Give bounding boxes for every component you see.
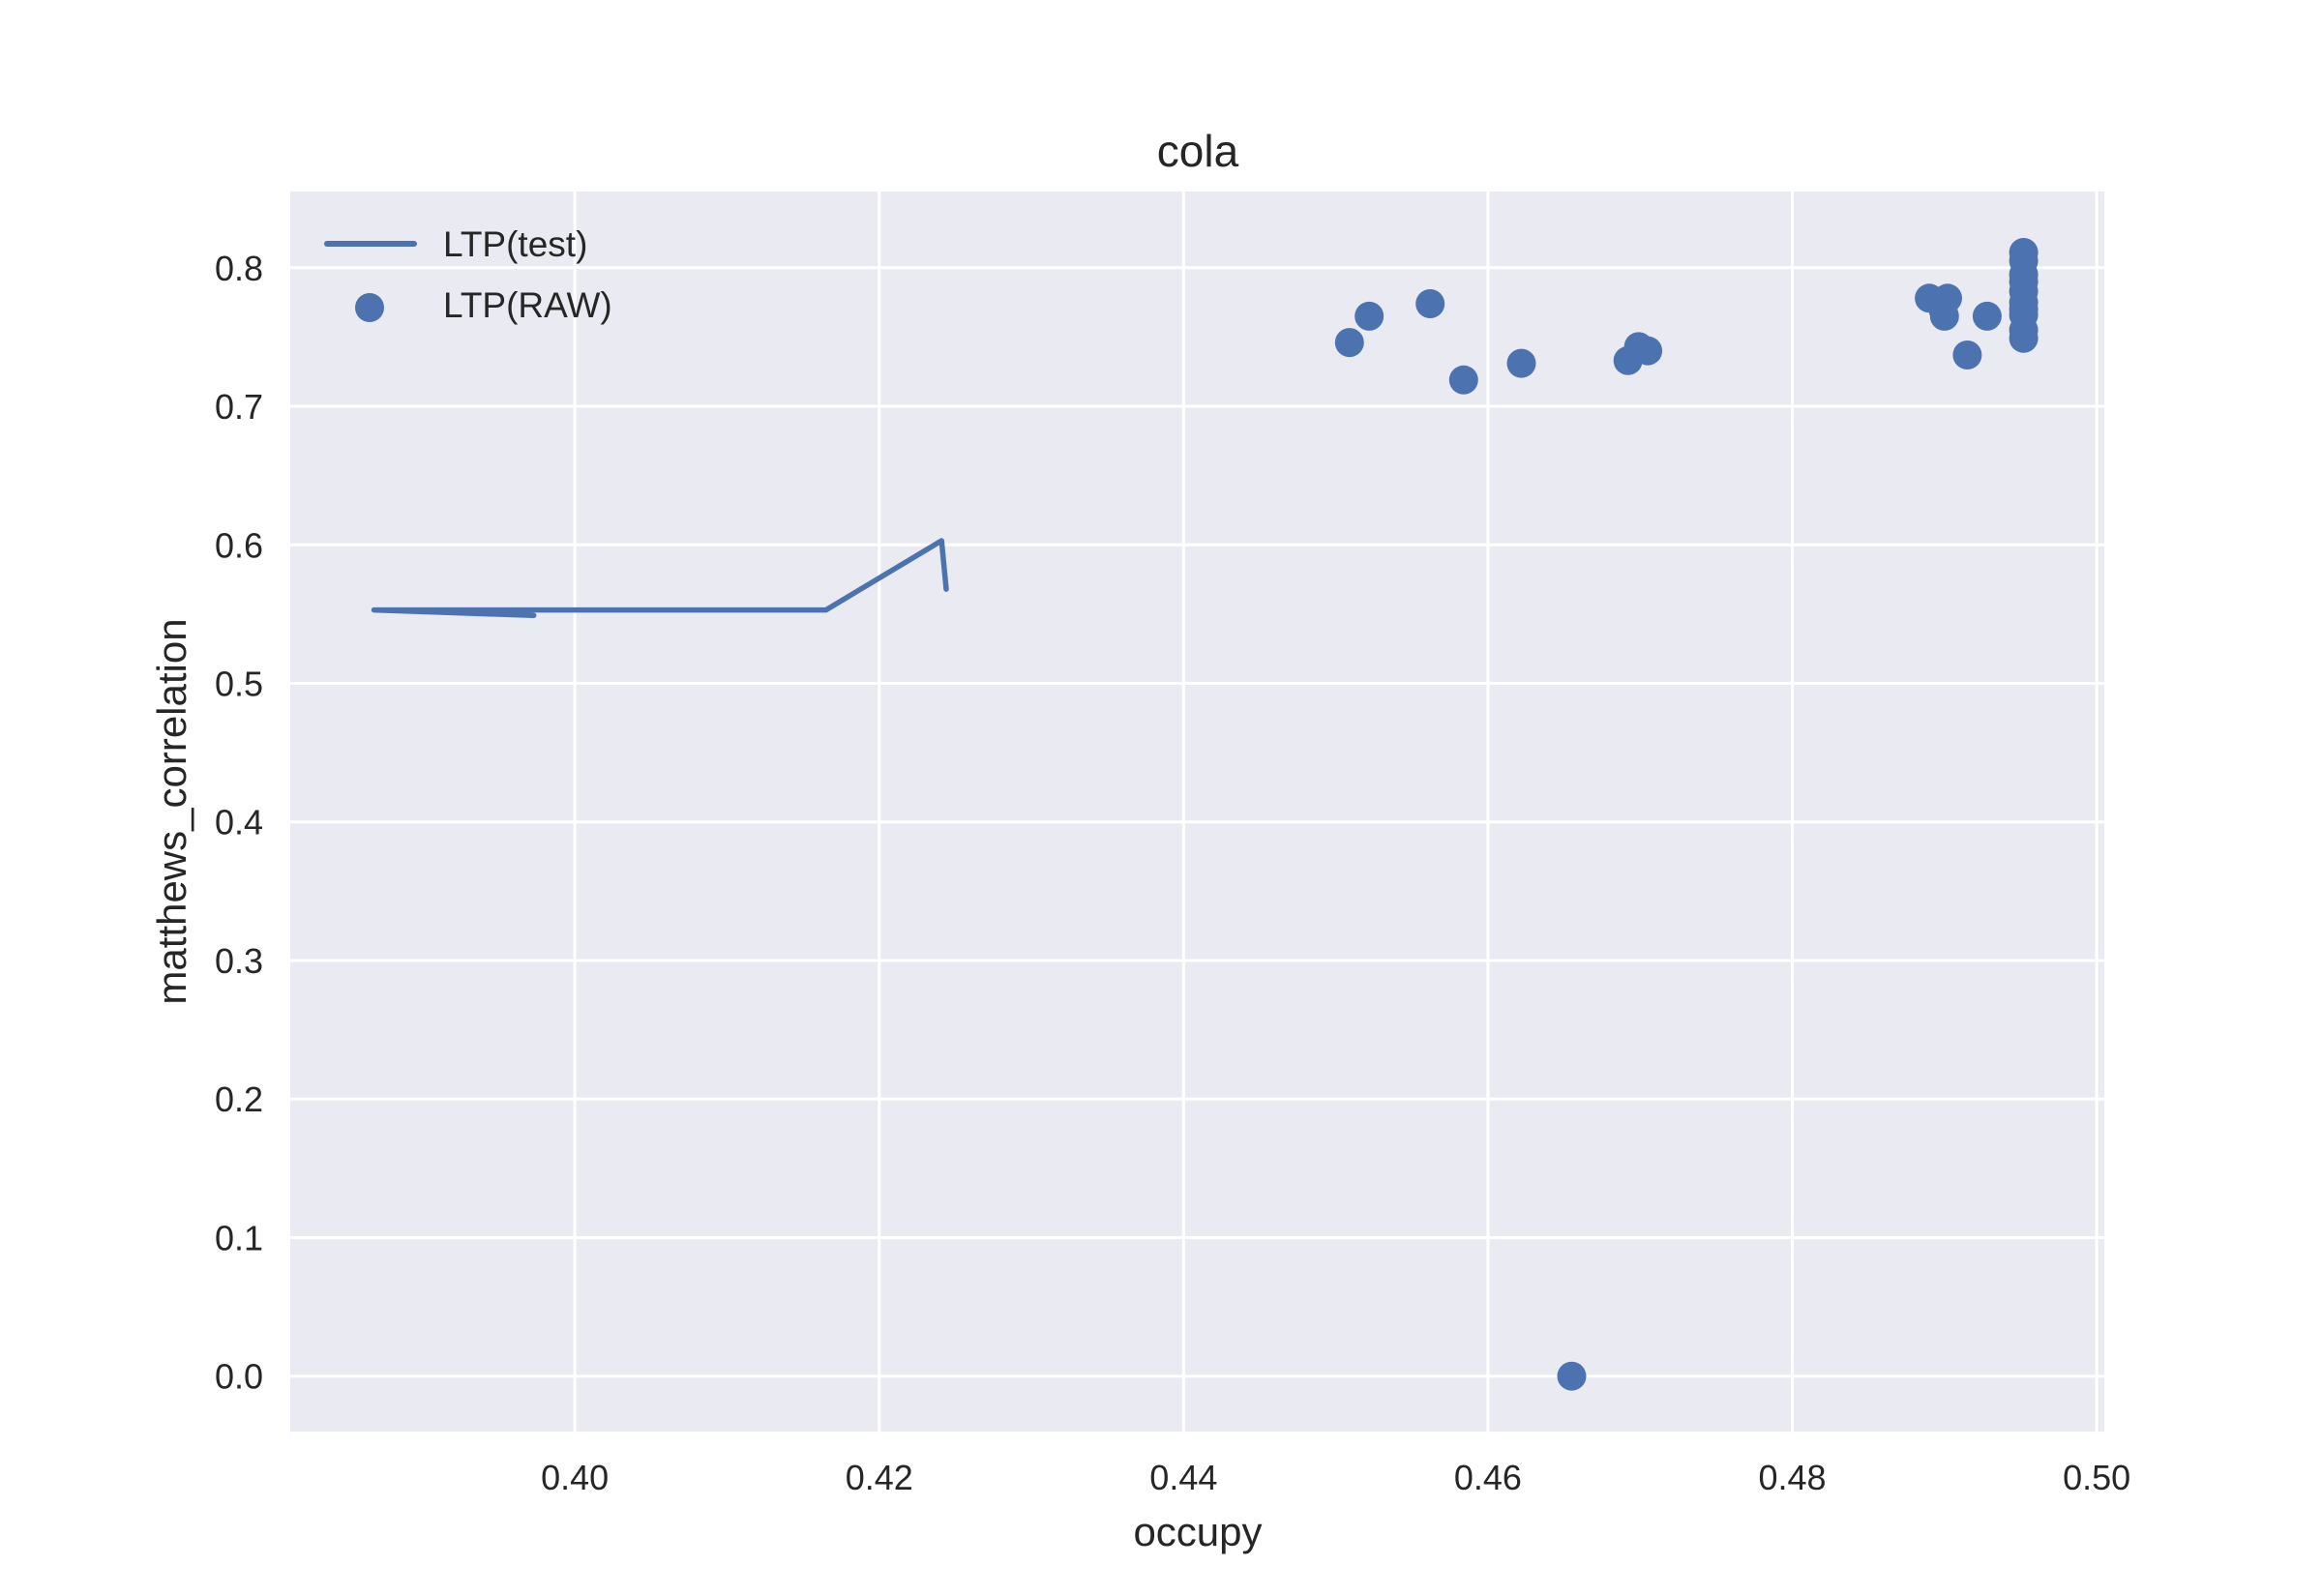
x-tick-label: 0.48 <box>1758 1458 1826 1497</box>
y-tick-label: 0.3 <box>215 941 263 981</box>
data-point-ltp-raw <box>1557 1361 1587 1391</box>
x-tick-labels: 0.40 0.42 0.44 0.46 0.48 0.50 <box>541 1458 2130 1497</box>
x-tick-label: 0.44 <box>1149 1458 1217 1497</box>
legend-label-scatter: LTP(RAW) <box>443 285 612 325</box>
y-tick-label: 0.8 <box>215 249 263 288</box>
y-tick-label: 0.4 <box>215 803 263 842</box>
x-tick-label: 0.40 <box>541 1458 609 1497</box>
x-tick-label: 0.42 <box>846 1458 913 1497</box>
data-point-ltp-raw <box>1952 340 1982 369</box>
plot-area <box>290 192 2104 1432</box>
grid <box>290 192 2104 1432</box>
data-point-ltp-raw <box>1506 348 1536 378</box>
legend: LTP(test) LTP(RAW) <box>324 224 612 325</box>
series-line-ltp-test <box>371 538 949 619</box>
legend-label-line: LTP(test) <box>443 224 587 264</box>
data-point-ltp-raw <box>1334 328 1364 358</box>
y-tick-label: 0.2 <box>215 1079 263 1119</box>
data-point-ltp-raw <box>1972 301 2002 331</box>
x-axis-label: occupy <box>1133 1509 1262 1554</box>
series-layer <box>371 238 2039 1391</box>
data-point-ltp-raw <box>1929 301 1959 331</box>
data-point-ltp-raw <box>1448 365 1478 395</box>
y-tick-label: 0.1 <box>215 1218 263 1257</box>
data-point-ltp-raw <box>1415 289 1445 318</box>
data-point-ltp-raw <box>2009 323 2039 353</box>
data-point-ltp-raw <box>1354 301 1384 331</box>
y-axis-label: matthews_correlation <box>149 618 194 1004</box>
y-tick-label: 0.7 <box>215 387 263 427</box>
data-point-ltp-raw <box>1633 336 1663 366</box>
chart-title: cola <box>1157 126 1239 176</box>
y-tick-labels: 0.0 0.1 0.2 0.3 0.4 0.5 0.6 0.7 0.8 <box>215 249 263 1397</box>
x-tick-label: 0.50 <box>2063 1458 2130 1497</box>
y-tick-label: 0.6 <box>215 525 263 565</box>
y-tick-label: 0.0 <box>215 1357 263 1397</box>
legend-marker-swatch <box>355 293 384 322</box>
y-tick-label: 0.5 <box>215 665 263 704</box>
x-tick-label: 0.46 <box>1454 1458 1522 1497</box>
